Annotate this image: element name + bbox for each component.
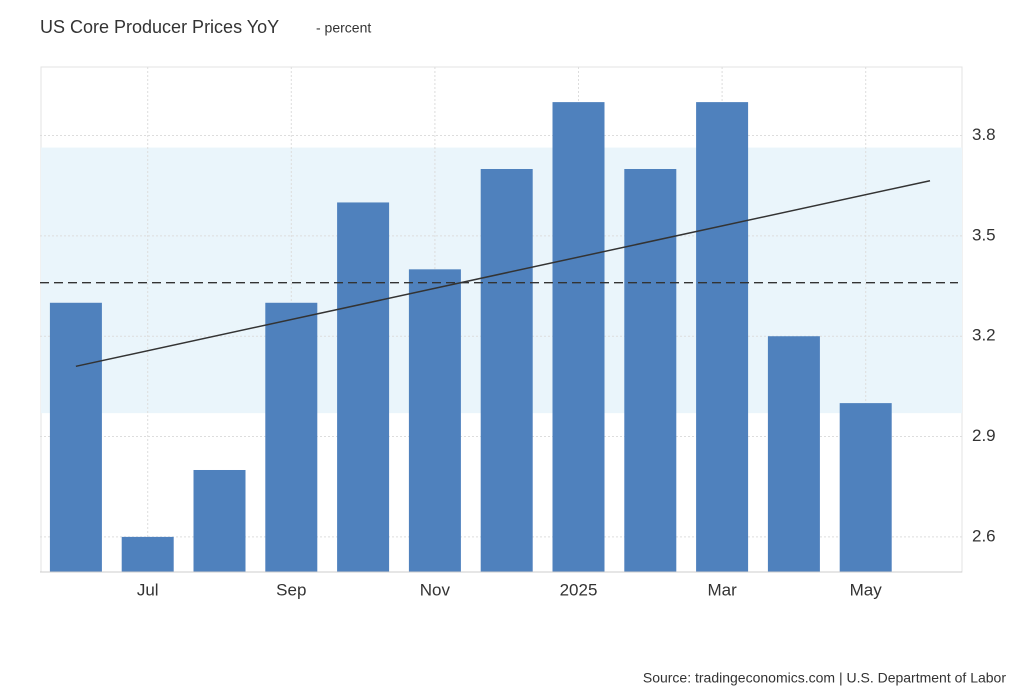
bar [121, 536, 174, 572]
source: Source: tradingeconomics.com | U.S. Depa… [643, 670, 1006, 686]
x-tick-label: Nov [420, 580, 451, 599]
bar [480, 169, 533, 573]
bar [696, 102, 749, 572]
bar [265, 302, 318, 572]
y-tick-label: 2.6 [972, 526, 996, 545]
bar [49, 302, 102, 572]
bar [624, 169, 677, 573]
x-tick-label: May [850, 580, 883, 599]
trend-line [75, 179, 931, 368]
bar [408, 269, 461, 572]
chart-subtitle: - percent [316, 20, 371, 36]
bar [767, 336, 820, 572]
bar [193, 469, 246, 572]
y-tick-label: 3.2 [972, 326, 996, 345]
x-tick-label: Jul [137, 580, 159, 599]
bar [839, 403, 892, 572]
y-tick-label: 2.9 [972, 426, 996, 445]
y-tick-label: 3.8 [972, 125, 996, 144]
y-tick-label: 3.5 [972, 225, 996, 244]
x-tick-label: Sep [276, 580, 306, 599]
chart-title: US Core Producer Prices YoY [40, 17, 279, 37]
x-tick-label: 2025 [560, 580, 598, 599]
bar [337, 202, 390, 572]
x-tick-label: Mar [707, 580, 737, 599]
bar [552, 102, 605, 572]
